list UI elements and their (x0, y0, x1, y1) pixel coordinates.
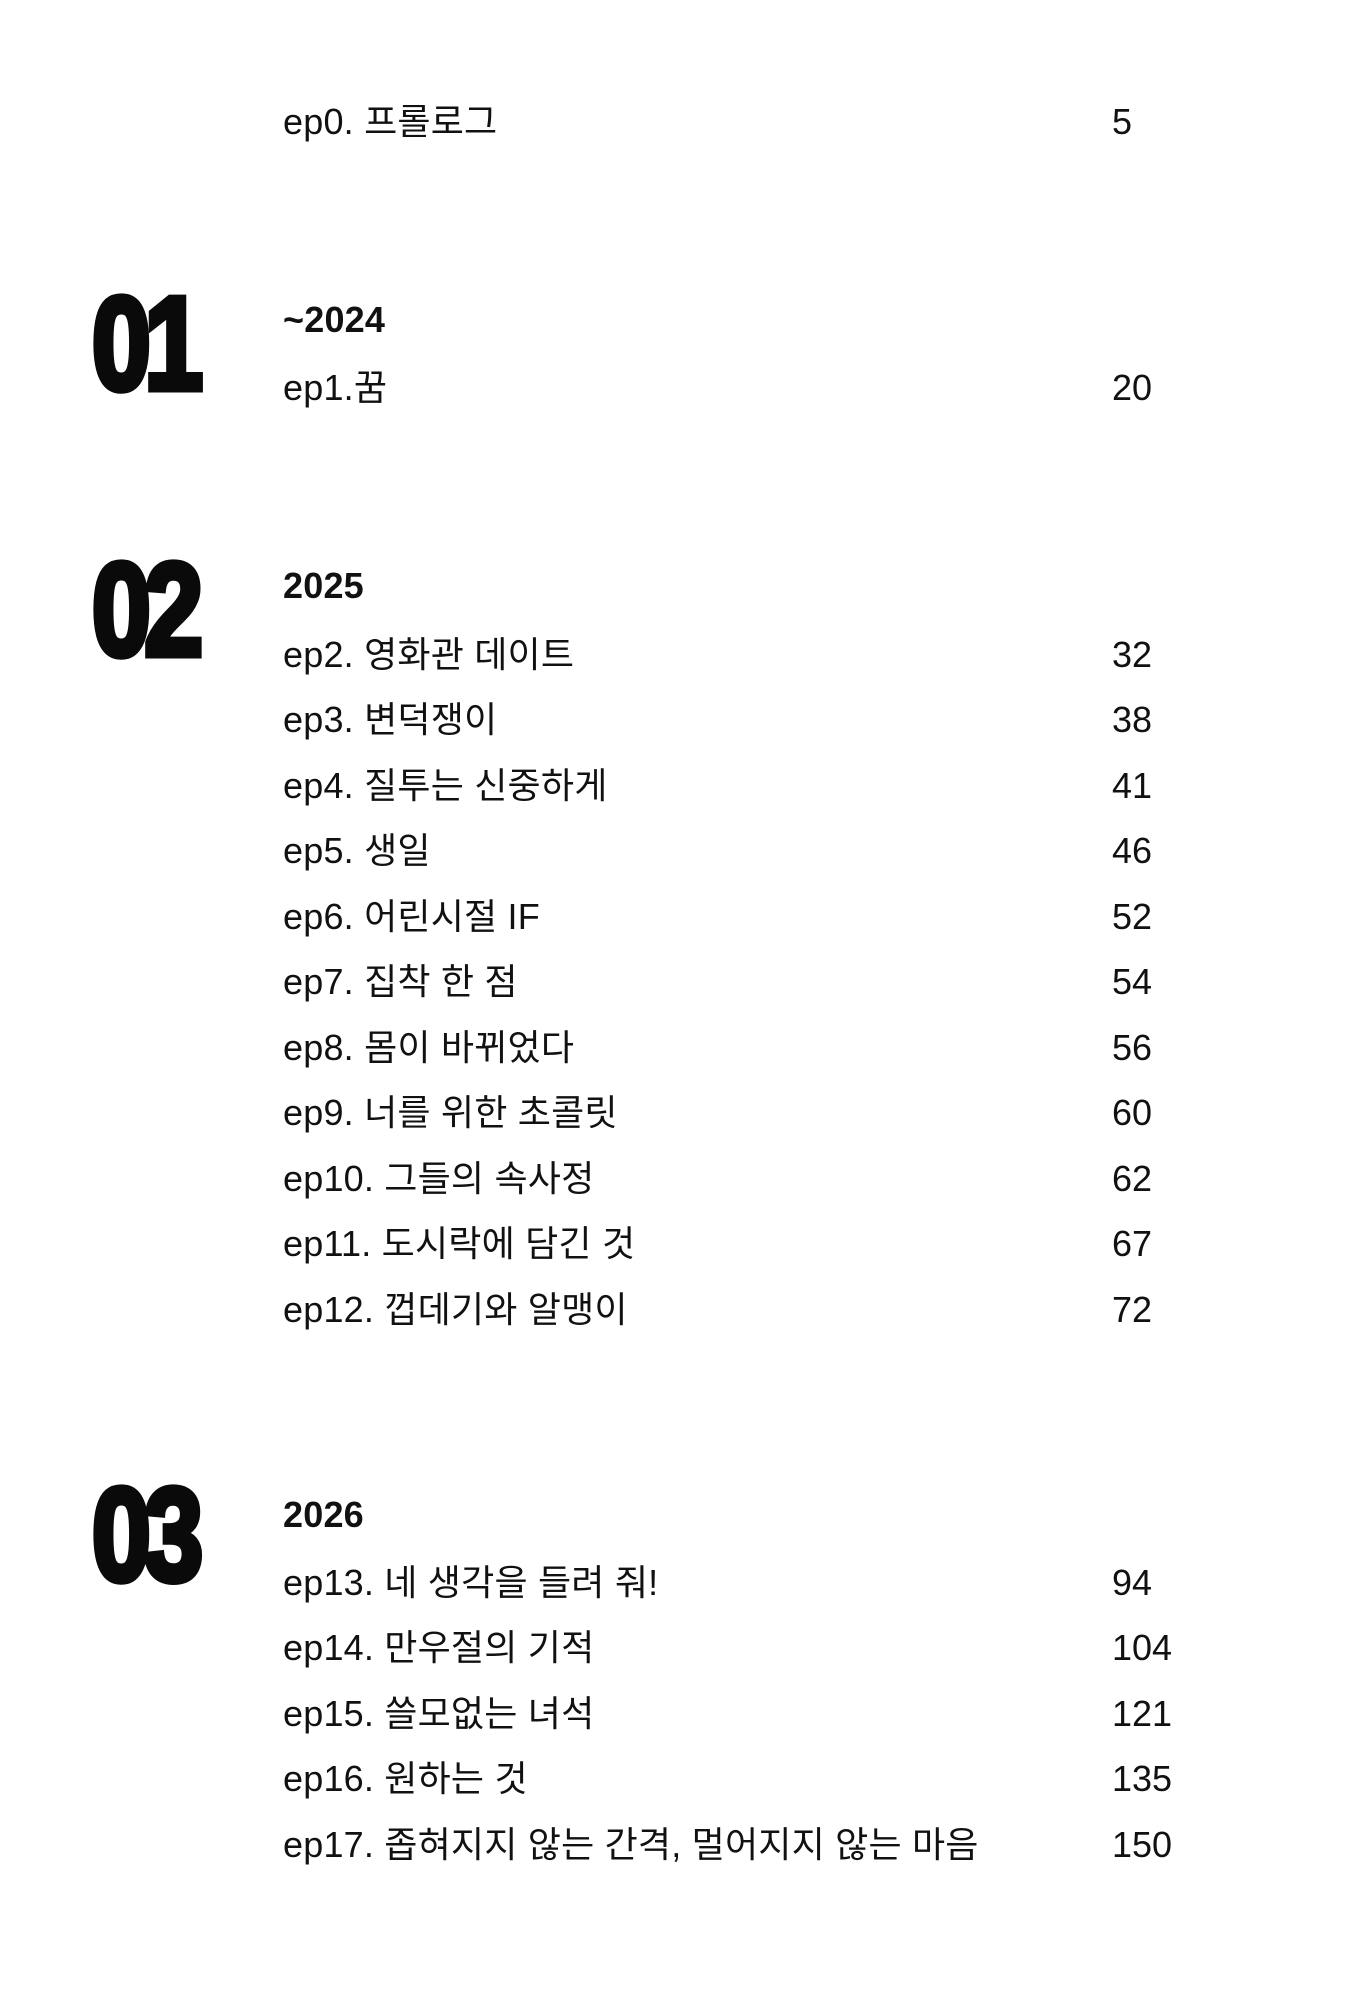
section-period-03: 2026 (0, 1493, 1346, 1537)
episode-title: ep15. 쓸모없는 녀석 (283, 1693, 595, 1734)
episode-title: ep2. 영화관 데이트 (283, 634, 575, 675)
page-number: 32 (1112, 634, 1153, 675)
toc-entry: ep9. 너를 위한 초콜릿 60 (0, 1091, 1346, 1135)
toc-entry: ep11. 도시락에 담긴 것 67 (0, 1222, 1346, 1266)
toc-entry: ep7. 집착 한 점 54 (0, 960, 1346, 1004)
episode-title: ep1.꿈 (283, 367, 388, 408)
toc-entry: ep15. 쓸모없는 녀석 121 (0, 1692, 1346, 1736)
toc-entry: ep14. 만우절의 기적 104 (0, 1626, 1346, 1670)
episode-title: ep4. 질투는 신중하게 (283, 765, 608, 806)
episode-title: ep12. 껍데기와 알맹이 (283, 1289, 628, 1330)
toc-entry: ep4. 질투는 신중하게 41 (0, 764, 1346, 808)
page-number: 54 (1112, 961, 1153, 1002)
toc-entry: ep3. 변덕쟁이 38 (0, 698, 1346, 742)
toc-entry: ep17. 좁혀지지 않는 간격, 멀어지지 않는 마음 150 (0, 1823, 1346, 1867)
episode-title: ep14. 만우절의 기적 (283, 1627, 595, 1668)
section-period-label: 2025 (283, 565, 364, 606)
page-number: 67 (1112, 1223, 1153, 1264)
toc-entry-prologue: ep0. 프롤로그 5 (0, 100, 1346, 144)
page-number: 104 (1112, 1627, 1173, 1668)
page-number: 121 (1112, 1693, 1173, 1734)
toc-entry: ep12. 껍데기와 알맹이 72 (0, 1288, 1346, 1332)
page-number: 150 (1112, 1824, 1173, 1865)
episode-title: ep0. 프롤로그 (283, 101, 498, 142)
toc-entry: ep16. 원하는 것 135 (0, 1757, 1346, 1801)
toc-entry: ep1.꿈 20 (0, 366, 1346, 410)
section-period-01: ~2024 (0, 298, 1346, 342)
section-number-02: 02 (89, 536, 206, 683)
toc-entry: ep5. 생일 46 (0, 829, 1346, 873)
page-number: 41 (1112, 765, 1153, 806)
episode-title: ep7. 집착 한 점 (283, 961, 518, 1002)
episode-title: ep5. 생일 (283, 830, 431, 871)
episode-title: ep8. 몸이 바뀌었다 (283, 1027, 575, 1068)
toc-entry: ep13. 네 생각을 들려 줘! 94 (0, 1561, 1346, 1605)
section-period-label: ~2024 (283, 299, 386, 340)
page-number: 60 (1112, 1092, 1153, 1133)
toc-entry: ep2. 영화관 데이트 32 (0, 633, 1346, 677)
episode-title: ep17. 좁혀지지 않는 간격, 멀어지지 않는 마음 (283, 1824, 979, 1865)
toc-entry: ep6. 어린시절 IF 52 (0, 895, 1346, 939)
section-number-01: 01 (89, 270, 206, 417)
toc-entry: ep8. 몸이 바뀌었다 56 (0, 1026, 1346, 1070)
episode-title: ep3. 변덕쟁이 (283, 699, 498, 740)
page-number: 38 (1112, 699, 1153, 740)
page-number: 52 (1112, 896, 1153, 937)
episode-title: ep9. 너를 위한 초콜릿 (283, 1092, 618, 1133)
episode-title: ep6. 어린시절 IF (283, 896, 540, 937)
section-period-02: 2025 (0, 564, 1346, 608)
section-number-03: 03 (89, 1461, 206, 1608)
page-number: 20 (1112, 367, 1153, 408)
toc-entry: ep10. 그들의 속사정 62 (0, 1157, 1346, 1201)
episode-title: ep11. 도시락에 담긴 것 (283, 1223, 636, 1264)
section-period-label: 2026 (283, 1494, 364, 1535)
episode-title: ep10. 그들의 속사정 (283, 1158, 595, 1199)
page-number: 94 (1112, 1562, 1153, 1603)
page-number: 72 (1112, 1289, 1153, 1330)
episode-title: ep16. 원하는 것 (283, 1758, 528, 1799)
page-number: 46 (1112, 830, 1153, 871)
page-number: 62 (1112, 1158, 1153, 1199)
page-number: 5 (1112, 101, 1133, 142)
episode-title: ep13. 네 생각을 들려 줘! (283, 1562, 659, 1603)
page-number: 56 (1112, 1027, 1153, 1068)
page-number: 135 (1112, 1758, 1173, 1799)
